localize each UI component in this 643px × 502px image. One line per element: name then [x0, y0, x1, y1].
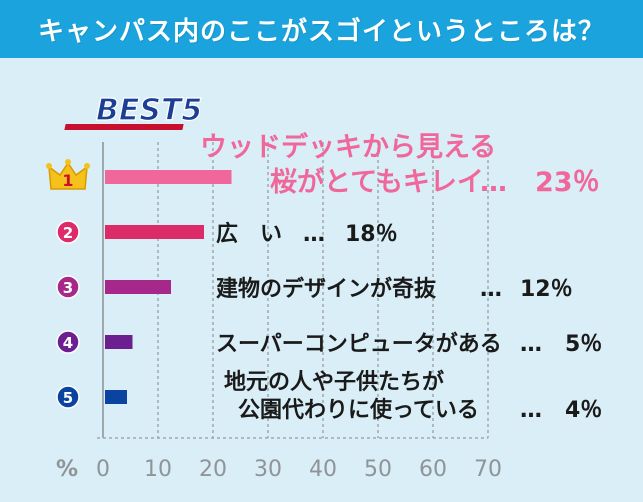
bar — [105, 280, 171, 294]
crown-jewel-icon — [65, 159, 71, 165]
category-label: 建物のデザインが奇抜 — [216, 276, 437, 302]
badge-underline — [64, 124, 184, 130]
x-tick-label: 0 — [96, 457, 110, 482]
category-label: 公園代わりに使っている — [238, 398, 479, 423]
best5-badge: BEST5 — [64, 92, 203, 130]
rank-number: 3 — [63, 279, 73, 297]
rank-badge-icon — [56, 220, 80, 244]
label-separator: … — [303, 222, 325, 247]
label-separator: … — [520, 332, 542, 357]
x-tick-label: 50 — [364, 457, 392, 482]
x-tick-label: 10 — [144, 457, 172, 482]
rank-badge-icon — [56, 330, 80, 354]
bar — [105, 335, 133, 349]
x-tick-label: 60 — [419, 457, 447, 482]
category-label: ウッドデッキから見える — [200, 131, 496, 163]
rank-number: 4 — [63, 334, 73, 352]
label-separator: … — [480, 167, 507, 198]
bar — [105, 225, 204, 239]
bars — [105, 170, 232, 404]
x-tick-label: 20 — [199, 457, 227, 482]
value-label: 12％ — [520, 277, 573, 302]
crown-jewel-icon — [46, 163, 52, 169]
rank-number: 1 — [62, 171, 73, 190]
badge-text: BEST5 — [96, 93, 202, 128]
chart-title: キャンパス内のここがスゴイというところは？ — [37, 16, 605, 47]
rank-number: 5 — [63, 389, 73, 407]
axis-unit-label: % — [56, 457, 78, 482]
category-label: 広 い — [216, 221, 282, 247]
grid — [97, 142, 489, 439]
x-tick-label: 70 — [474, 457, 502, 482]
x-axis: 0 10 20 30 40 50 60 70% — [56, 457, 502, 482]
category-label: 桜がとてもキレイ — [270, 166, 484, 198]
rank-icons: 1 2 3 4 5 — [46, 159, 90, 409]
value-label: 5％ — [565, 332, 602, 357]
value-label: 18％ — [345, 222, 398, 247]
value-label: 4％ — [565, 398, 602, 423]
value-label: 23％ — [535, 167, 600, 198]
rank-badge-icon — [56, 385, 80, 409]
bar — [105, 170, 232, 184]
x-tick-label: 40 — [309, 457, 337, 482]
rank-badge-icon — [56, 275, 80, 299]
category-label: スーパーコンピュータがある — [216, 331, 502, 357]
label-separator: … — [520, 398, 542, 423]
label-separator: … — [480, 277, 502, 302]
crown-jewel-icon — [84, 163, 90, 169]
category-label: 地元の人や子供たちが — [224, 369, 444, 395]
x-tick-label: 30 — [254, 457, 282, 482]
bar — [105, 390, 127, 404]
title-bar: キャンパス内のここがスゴイというところは？ — [0, 0, 643, 58]
rank-number: 2 — [63, 224, 73, 242]
